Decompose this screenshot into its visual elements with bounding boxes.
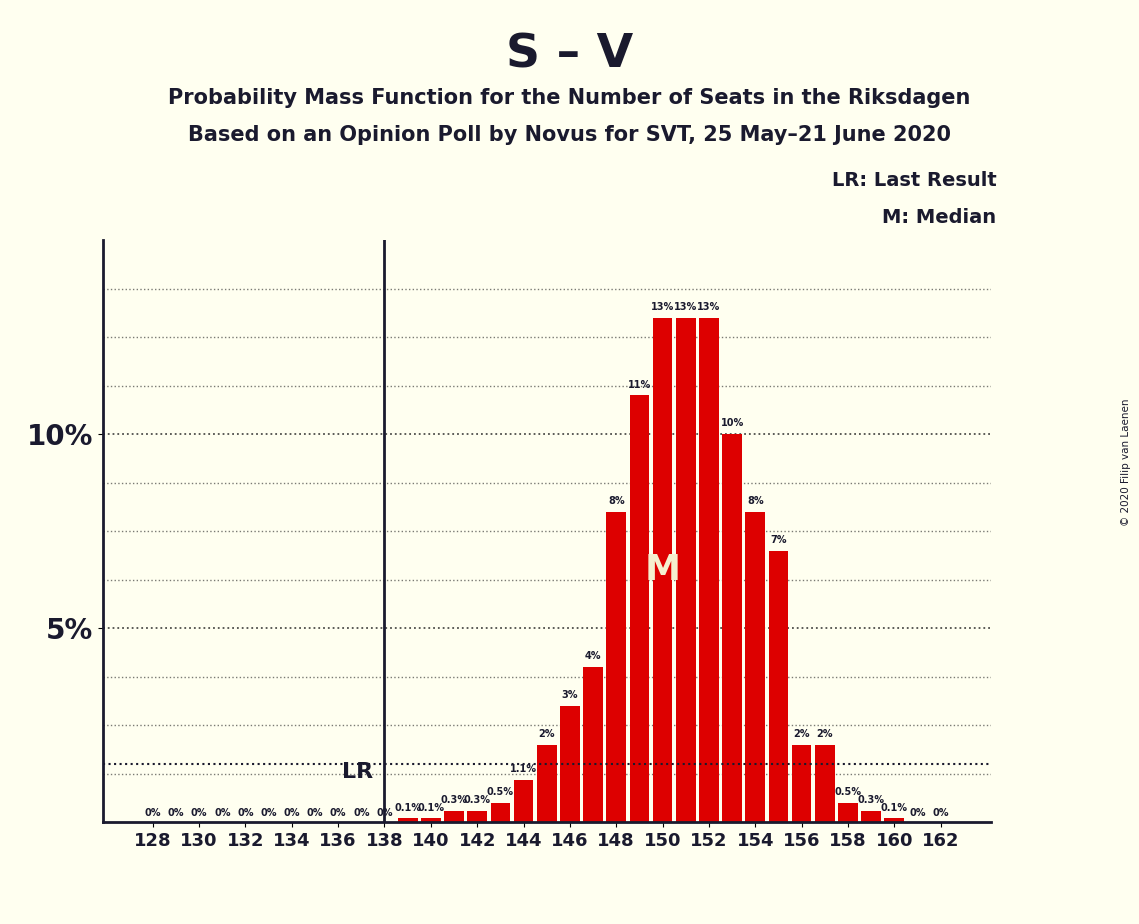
Text: 0%: 0%: [330, 808, 346, 818]
Text: 13%: 13%: [697, 302, 721, 312]
Text: 4%: 4%: [584, 651, 601, 662]
Text: S – V: S – V: [506, 32, 633, 78]
Text: 10%: 10%: [721, 419, 744, 429]
Bar: [560, 706, 580, 822]
Text: 3%: 3%: [562, 690, 579, 700]
Bar: [421, 819, 441, 822]
Bar: [745, 512, 765, 822]
Text: 7%: 7%: [770, 535, 787, 545]
Text: 0.1%: 0.1%: [394, 803, 421, 813]
Text: LR: LR: [342, 762, 372, 782]
Text: 0.3%: 0.3%: [464, 795, 491, 805]
Bar: [816, 745, 835, 822]
Bar: [769, 551, 788, 822]
Text: M: Median: M: Median: [883, 208, 997, 227]
Bar: [514, 780, 533, 822]
Bar: [861, 810, 882, 822]
Text: 8%: 8%: [608, 496, 624, 506]
Text: 11%: 11%: [628, 380, 652, 390]
Bar: [838, 803, 858, 822]
Text: 13%: 13%: [674, 302, 697, 312]
Text: 0.3%: 0.3%: [858, 795, 885, 805]
Text: 0%: 0%: [191, 808, 207, 818]
Bar: [653, 318, 672, 822]
Bar: [722, 434, 741, 822]
Text: 0%: 0%: [261, 808, 277, 818]
Text: 0%: 0%: [214, 808, 230, 818]
Text: 13%: 13%: [652, 302, 674, 312]
Bar: [536, 745, 557, 822]
Bar: [583, 667, 603, 822]
Text: 2%: 2%: [817, 729, 833, 739]
Bar: [606, 512, 626, 822]
Text: Probability Mass Function for the Number of Seats in the Riksdagen: Probability Mass Function for the Number…: [169, 88, 970, 108]
Text: M: M: [645, 553, 681, 587]
Bar: [792, 745, 811, 822]
Text: LR: Last Result: LR: Last Result: [831, 171, 997, 190]
Bar: [444, 810, 464, 822]
Bar: [491, 803, 510, 822]
Bar: [467, 810, 487, 822]
Text: Based on an Opinion Poll by Novus for SVT, 25 May–21 June 2020: Based on an Opinion Poll by Novus for SV…: [188, 125, 951, 145]
Text: 8%: 8%: [747, 496, 763, 506]
Text: 0%: 0%: [353, 808, 369, 818]
Bar: [630, 395, 649, 822]
Text: 0%: 0%: [306, 808, 323, 818]
Text: 0%: 0%: [284, 808, 300, 818]
Text: 0%: 0%: [376, 808, 393, 818]
Bar: [699, 318, 719, 822]
Text: 0.3%: 0.3%: [441, 795, 467, 805]
Text: 0.5%: 0.5%: [486, 787, 514, 797]
Text: © 2020 Filip van Laenen: © 2020 Filip van Laenen: [1121, 398, 1131, 526]
Text: 0.1%: 0.1%: [417, 803, 444, 813]
Bar: [398, 819, 418, 822]
Text: 1.1%: 1.1%: [510, 764, 538, 774]
Bar: [675, 318, 696, 822]
Text: 0.1%: 0.1%: [880, 803, 908, 813]
Text: 0%: 0%: [167, 808, 185, 818]
Text: 0%: 0%: [933, 808, 949, 818]
Text: 0%: 0%: [145, 808, 161, 818]
Text: 0%: 0%: [237, 808, 254, 818]
Bar: [885, 819, 904, 822]
Text: 2%: 2%: [539, 729, 555, 739]
Text: 0.5%: 0.5%: [835, 787, 861, 797]
Text: 2%: 2%: [794, 729, 810, 739]
Text: 0%: 0%: [909, 808, 926, 818]
